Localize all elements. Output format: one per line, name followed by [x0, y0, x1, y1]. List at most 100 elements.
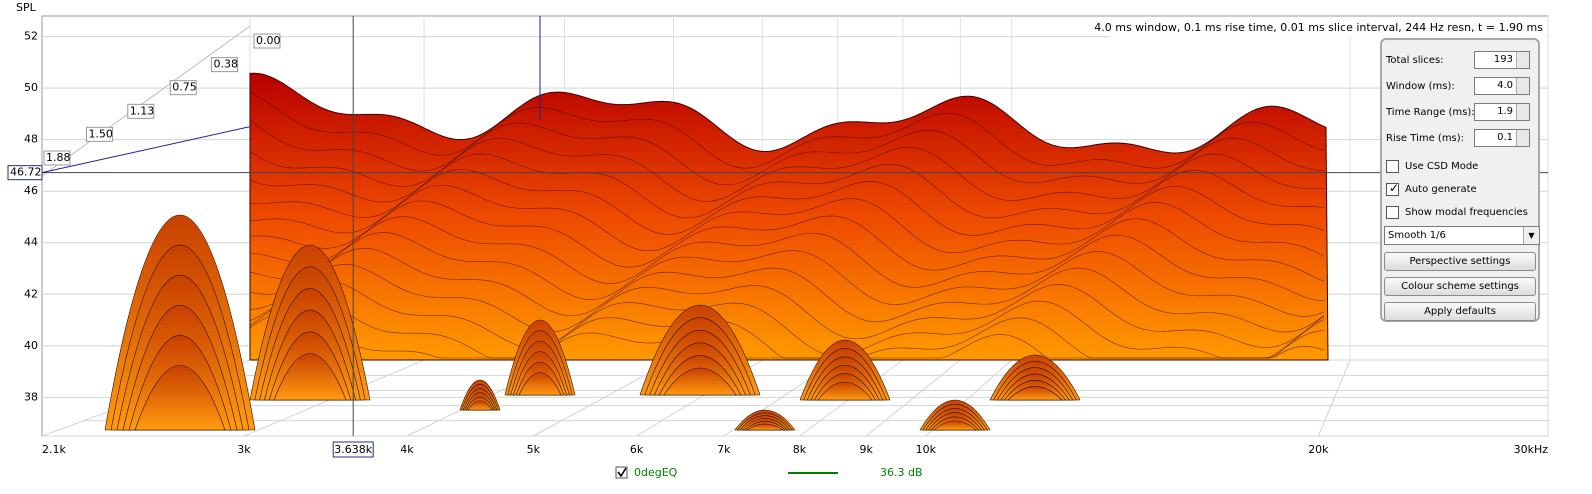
y-tick-label: 40: [24, 339, 38, 352]
waterfall-contour: [249, 312, 1325, 359]
field-row: Rise Time (ms): 0.1: [1386, 128, 1534, 148]
waterfall-peak: [746, 423, 784, 431]
time-tick-label: 0.38: [214, 58, 239, 71]
waterfall-peak: [467, 400, 493, 411]
time-tick-label: 1.50: [88, 127, 113, 140]
waterfall-contour: [249, 263, 1325, 348]
waterfall-back-slice: [249, 72, 1329, 361]
button[interactable]: Perspective settings: [1384, 252, 1536, 271]
cursor-x-box: [332, 441, 374, 458]
cursor-depth: [41, 126, 251, 174]
checkbox-row[interactable]: ✓ Auto generate: [1386, 179, 1534, 199]
y-tick-label: 50: [24, 81, 38, 94]
cursor-y-label: 46.72: [10, 166, 42, 179]
waterfall-peak: [134, 365, 226, 431]
x-tick-label: 6k: [630, 443, 644, 456]
spinner[interactable]: [1516, 52, 1529, 68]
waterfall-contour: [249, 216, 1325, 302]
waterfall-peak: [933, 420, 977, 431]
x-tick-label: 8k: [793, 443, 807, 456]
legend-check: [617, 467, 627, 478]
check-mark: ✓: [1389, 180, 1400, 195]
field-row: Window (ms): 4.0: [1386, 76, 1534, 96]
legend-checkbox: [615, 466, 628, 479]
cursor-x-label: 3.638k: [334, 443, 372, 456]
spinner[interactable]: [1516, 130, 1529, 146]
waterfall-contour: [249, 280, 1325, 359]
axis-line: [41, 25, 251, 177]
time-tick-label: 1.13: [130, 104, 155, 117]
legend-name: 0degEQ: [634, 466, 678, 479]
checkbox-label: Show modal frequencies: [1405, 206, 1528, 218]
checkbox[interactable]: ✓: [1386, 180, 1400, 196]
x-tick-label: 9k: [859, 443, 873, 456]
field-row: Time Range (ms): 1.9: [1386, 102, 1534, 122]
x-tick-label: 3k: [237, 443, 251, 456]
number-field[interactable]: 193: [1474, 51, 1530, 69]
number-field[interactable]: 1.9: [1474, 103, 1530, 121]
checkbox-label: Use CSD Mode: [1405, 160, 1479, 172]
time-tick-box: [253, 33, 281, 49]
waterfall-contour: [249, 153, 1325, 219]
field-value: 1.9: [1497, 106, 1513, 117]
button[interactable]: Apply defaults: [1384, 302, 1536, 321]
waterfall-peak: [273, 353, 347, 401]
time-tick-box: [85, 126, 113, 142]
x-tick-label: 30kHz: [1514, 443, 1549, 456]
field-label: Rise Time (ms):: [1386, 132, 1465, 144]
waterfall-contour: [249, 138, 1325, 202]
x-tick-label: 20k: [1308, 443, 1329, 456]
dropdown[interactable]: Smooth 1/6 ▼: [1384, 226, 1540, 245]
waterfall-contour: [249, 169, 1325, 236]
grid-line: [865, 359, 961, 437]
grid-line: [1317, 359, 1351, 437]
x-tick-label: 5k: [527, 443, 541, 456]
field-label: Window (ms):: [1386, 80, 1455, 92]
spinner[interactable]: [1516, 78, 1529, 94]
controls-panel: Total slices: 193 Window (ms): 4.0 Time Rang…: [1380, 38, 1540, 322]
waterfall-contour: [249, 200, 1325, 282]
field-value: 0.1: [1497, 132, 1513, 143]
checkbox-row[interactable]: Show modal frequencies: [1386, 202, 1534, 222]
y-tick-label: 52: [24, 30, 38, 43]
y-tick-label: 48: [24, 133, 38, 146]
checkbox[interactable]: [1386, 205, 1399, 219]
waterfall-contour: [249, 184, 1325, 257]
time-tick-box: [127, 103, 155, 119]
field-label: Time Range (ms):: [1386, 106, 1475, 118]
y-tick-label: 38: [24, 390, 38, 403]
cursor-y-box: [7, 165, 43, 181]
waterfall-contour: [249, 120, 1325, 186]
y-tick-label: 42: [24, 287, 38, 300]
info-box: [1110, 19, 1546, 37]
time-tick-label: 0.00: [256, 34, 281, 47]
y-tick-label: 44: [24, 236, 38, 249]
time-tick-box: [169, 80, 197, 96]
number-field[interactable]: 0.1: [1474, 129, 1530, 147]
field-row: Total slices: 193: [1386, 50, 1534, 70]
dropdown-arrow[interactable]: ▼: [1523, 227, 1539, 244]
button[interactable]: Colour scheme settings: [1384, 277, 1536, 296]
field-value: 193: [1493, 54, 1513, 65]
waterfall-contour: [249, 92, 1325, 169]
number-field[interactable]: 4.0: [1474, 77, 1530, 95]
waterfall-contour: [249, 248, 1325, 333]
x-tick-label: 2.1k: [42, 443, 66, 456]
waterfall-peak: [1007, 386, 1063, 401]
legend-reading: 36.3 dB: [880, 466, 923, 479]
y-axis-label: SPL: [16, 1, 37, 14]
waterfall-peak: [663, 367, 737, 396]
checkbox-row[interactable]: Use CSD Mode: [1386, 156, 1534, 176]
waterfall-contour: [249, 232, 1325, 317]
field-label: Total slices:: [1386, 54, 1444, 66]
checkbox[interactable]: [1386, 159, 1399, 173]
time-tick-box: [43, 150, 71, 166]
y-tick-label: 46: [24, 184, 38, 197]
time-tick-box: [211, 57, 239, 73]
field-value: 4.0: [1497, 80, 1513, 91]
checkbox-label: Auto generate: [1405, 183, 1477, 195]
waterfall-peak: [518, 372, 562, 396]
spinner[interactable]: [1516, 104, 1529, 120]
x-tick-label: 4k: [400, 443, 414, 456]
